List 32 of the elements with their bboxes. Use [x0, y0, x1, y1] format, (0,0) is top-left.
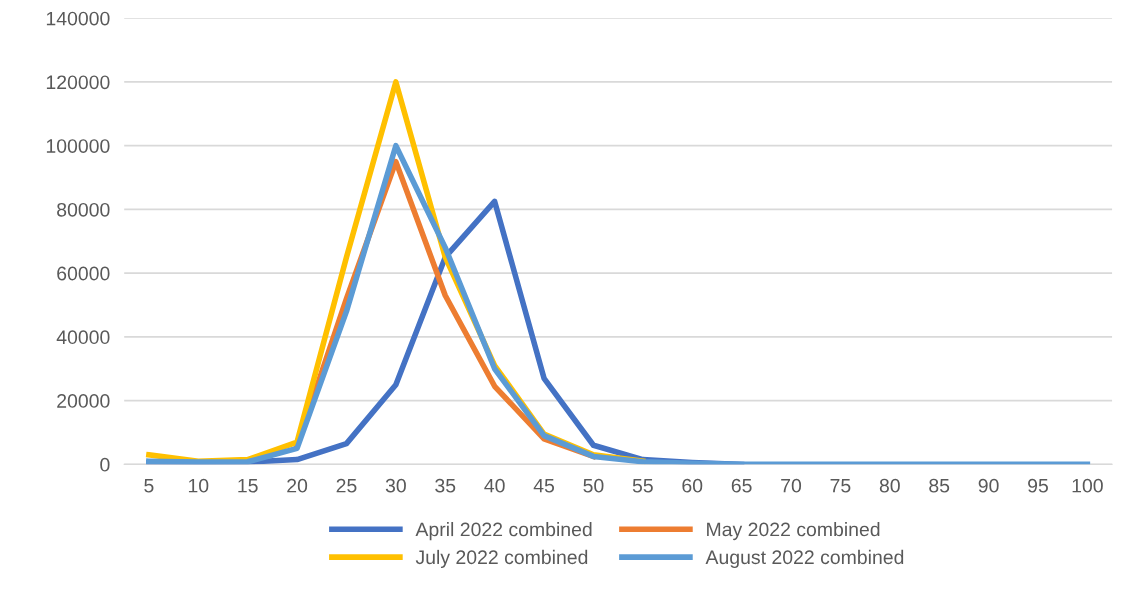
y-tick-label: 140000 [46, 11, 110, 26]
y-tick-label: 40000 [56, 330, 110, 345]
x-tick-label: 45 [533, 478, 555, 493]
x-tick-label: 25 [336, 478, 357, 493]
y-tick-label: 0 [100, 457, 110, 472]
x-tick-label: 75 [830, 478, 851, 493]
legend-label: July 2022 combined [415, 549, 588, 568]
x-tick-label: 80 [879, 478, 900, 493]
x-tick-label: 95 [1028, 478, 1048, 493]
x-tick-label: 100 [1072, 478, 1103, 493]
y-tick-label: 100000 [46, 139, 110, 153]
x-tick-label: 15 [238, 478, 258, 493]
x-tick-label: 10 [188, 478, 209, 493]
x-tick-label: 55 [632, 478, 653, 493]
x-tick-label: 60 [682, 478, 703, 493]
x-tick-label: 70 [781, 478, 802, 493]
y-tick-label: 80000 [57, 202, 110, 217]
y-tick-label: 120000 [46, 75, 110, 90]
legend-label: May 2022 combined [707, 522, 880, 541]
x-tick-label: 35 [435, 478, 456, 493]
x-tick-label: 65 [731, 478, 752, 493]
x-tick-label: 30 [385, 478, 406, 493]
x-tick-label: 40 [484, 478, 505, 493]
x-tick-label: 5 [144, 478, 154, 493]
y-tick-label: 20000 [57, 394, 110, 408]
x-tick-label: 50 [583, 478, 604, 493]
x-tick-label: 85 [929, 478, 950, 493]
legend-label: April 2022 combined [415, 522, 592, 541]
x-tick-label: 20 [287, 478, 308, 493]
y-tick-label: 60000 [57, 266, 110, 281]
x-tick-label: 90 [978, 478, 999, 493]
legend-label: August 2022 combined [705, 549, 904, 568]
